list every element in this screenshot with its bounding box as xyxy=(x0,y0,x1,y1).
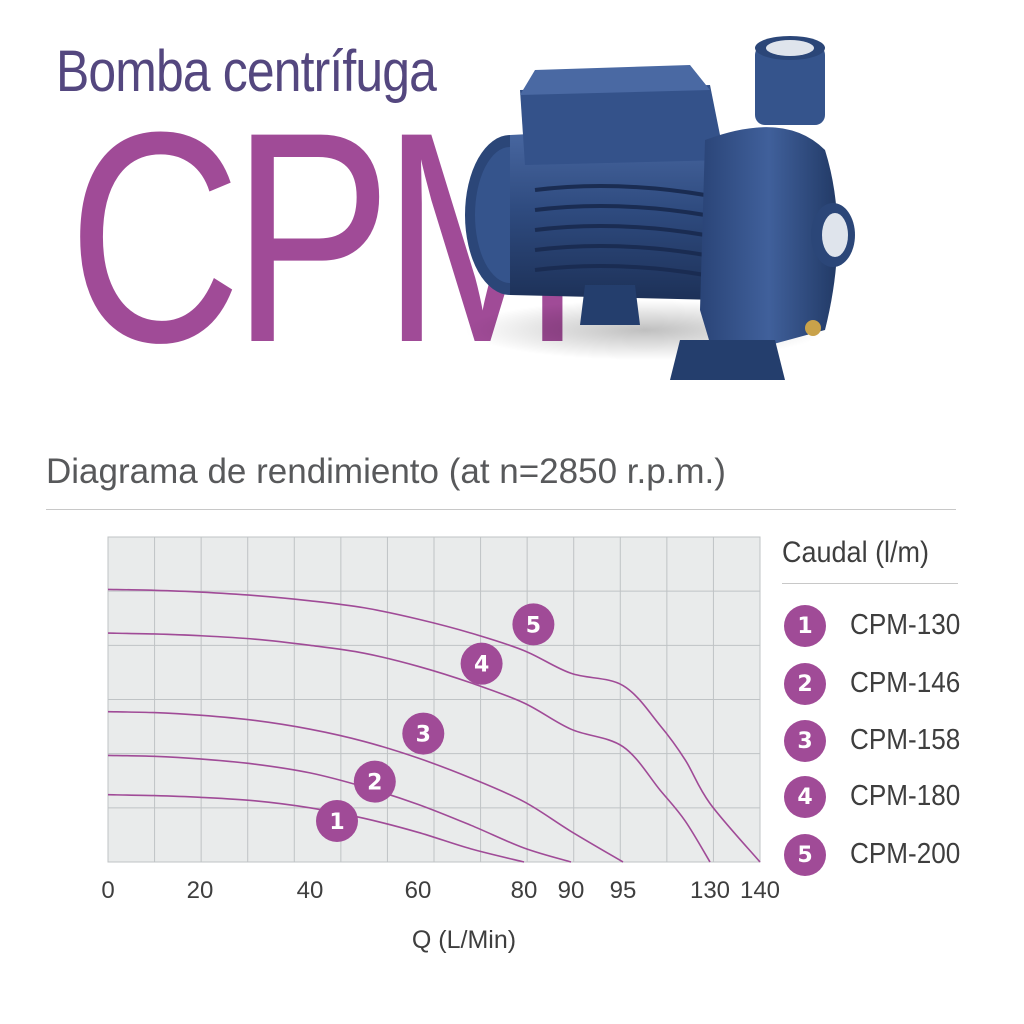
curve-marker-2: 2 xyxy=(353,760,396,803)
divider xyxy=(46,509,956,510)
x-axis-label: Q (L/Min) xyxy=(412,926,516,954)
curve-markers: 12 3 4 5 xyxy=(316,603,555,842)
legend-badge: 1 xyxy=(784,605,826,647)
centrifugal-pump-image xyxy=(455,30,855,410)
legend-label: CPM-200 xyxy=(850,838,961,870)
x-axis-ticks: 0 20 40 60 80 90 95 130 140 xyxy=(101,877,780,904)
marker-label: 3 xyxy=(416,723,431,748)
legend-label: CPM-146 xyxy=(850,667,961,699)
x-tick-label: 130 xyxy=(690,877,730,904)
section-title: Diagrama de rendimiento (at n=2850 r.p.m… xyxy=(46,452,726,491)
curve-cpm-146 xyxy=(107,754,572,863)
legend-badge: 2 xyxy=(784,663,826,705)
legend-label: CPM-180 xyxy=(850,780,961,812)
curve-marker-1: 1 xyxy=(316,799,358,842)
marker-circle xyxy=(353,760,396,803)
curve-marker-3: 3 xyxy=(402,712,445,755)
marker-label: 1 xyxy=(329,810,344,835)
legend-divider xyxy=(782,583,958,584)
legend-badge: 4 xyxy=(784,776,826,818)
marker-circle xyxy=(316,799,358,842)
legend-label: CPM-158 xyxy=(850,724,961,756)
curve-marker-4: 4 xyxy=(460,642,503,685)
marker-label: 5 xyxy=(526,613,541,638)
x-tick-label: 140 xyxy=(740,877,780,904)
curve-cpm-158 xyxy=(107,710,624,863)
marker-label: 4 xyxy=(474,653,489,678)
legend-badge: 3 xyxy=(784,720,826,762)
x-tick-label: 80 xyxy=(511,877,538,904)
x-tick-label: 40 xyxy=(297,877,324,904)
curve-cpm-180 xyxy=(107,632,711,863)
x-tick-label: 90 xyxy=(558,877,585,904)
curves xyxy=(107,588,761,863)
marker-circle xyxy=(460,642,503,685)
curve-cpm-200 xyxy=(107,588,761,863)
subtitle: Bomba centrífuga xyxy=(56,39,437,104)
legend-label: CPM-130 xyxy=(850,609,961,641)
x-tick-label: 0 xyxy=(101,877,114,904)
grid xyxy=(108,537,760,862)
x-tick-label: 60 xyxy=(405,877,432,904)
legend-title: Caudal (l/m) xyxy=(782,536,930,569)
marker-circle xyxy=(512,603,555,646)
curve-cpm-130 xyxy=(107,793,525,863)
marker-circle xyxy=(402,712,445,755)
marker-label: 2 xyxy=(367,771,382,796)
curve-marker-5: 5 xyxy=(512,603,555,646)
legend-badge: 5 xyxy=(784,834,826,876)
x-tick-label: 20 xyxy=(187,877,214,904)
x-tick-label: 95 xyxy=(610,877,637,904)
